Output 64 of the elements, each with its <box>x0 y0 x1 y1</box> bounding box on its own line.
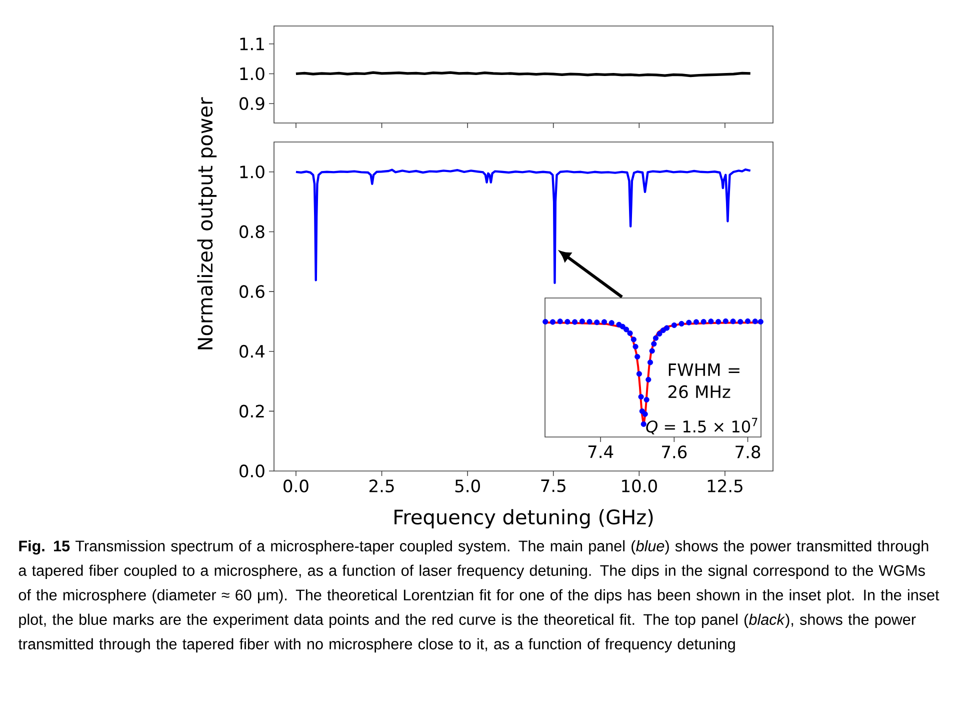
point <box>752 318 758 324</box>
point <box>627 330 633 336</box>
point <box>594 320 600 326</box>
point <box>716 318 722 325</box>
point <box>651 341 657 347</box>
point <box>640 421 646 427</box>
x-tick-label: 10.0 <box>622 480 657 492</box>
point <box>693 319 700 325</box>
point <box>647 360 654 366</box>
x-tick-label: 7.4 <box>588 446 614 458</box>
y-tick-label: 1.0 <box>240 165 264 178</box>
x-tick-label: 7.6 <box>662 446 687 458</box>
point <box>608 320 614 326</box>
point <box>649 348 655 354</box>
point <box>542 318 548 325</box>
x-tick-label: 12.5 <box>708 480 742 492</box>
point <box>686 320 692 326</box>
point <box>664 325 670 331</box>
point <box>758 318 764 325</box>
point <box>636 371 642 377</box>
y-tick-label: 1.0 <box>240 67 264 80</box>
y-tick-label: 1.1 <box>240 38 264 50</box>
y-tick-label: 0.6 <box>240 285 264 298</box>
x-tick-label: 7.8 <box>736 446 760 458</box>
point <box>738 318 744 325</box>
point <box>564 318 570 325</box>
point <box>678 320 684 327</box>
annotation: FWHM = 26 MHz <box>668 364 740 398</box>
point <box>630 336 636 342</box>
point <box>722 318 728 324</box>
y-tick-label: 0.8 <box>240 225 264 238</box>
point <box>656 330 662 337</box>
point <box>642 411 648 417</box>
point <box>586 318 592 325</box>
point <box>744 318 751 324</box>
x-tick-label: 7.5 <box>541 480 566 492</box>
line-series <box>294 168 752 284</box>
point <box>579 318 585 324</box>
point <box>646 376 652 382</box>
point <box>557 318 563 324</box>
point <box>671 322 677 328</box>
y-tick-label: 0.2 <box>240 404 264 418</box>
point <box>708 318 714 324</box>
y-tick-label: 0.9 <box>240 97 264 110</box>
y-tick-label: 0.0 <box>240 464 264 478</box>
x-tick-label: 5.0 <box>455 480 480 492</box>
point <box>572 319 578 325</box>
point <box>730 318 736 324</box>
y-axis-title: Normalized output power <box>197 97 217 350</box>
x-tick-label: 0.0 <box>284 480 308 492</box>
annotation: Q = 1.5 × 10$^{7}$ <box>646 418 758 434</box>
y-tick-label: 0.4 <box>240 344 265 358</box>
x-tick-label: 2.5 <box>369 480 394 492</box>
point <box>601 319 608 325</box>
point <box>652 335 659 341</box>
point <box>700 318 706 325</box>
point <box>550 319 556 325</box>
point <box>634 354 640 360</box>
point <box>638 394 644 400</box>
text: Fig. 15 Transmission spectrum of a microsphere-taper coupled system. The main panel (blue) shows the power transmitted through a tapered fiber coupled to a microsphere, as a function of laser frequency detuning. The dips in the signal correspond to the WGMs of the microsphere (diameter ≈ 60 μm). The theoretical Lorentzian fit for one of the dips has been shown in the inset plot. In the inset plot, the blue marks are the experiment data points and the red curve is the theoretical fit. The top panel (black), shows the power transmitted through the tapered fiber with no microsphere close to it, as a function of frequency detuning <box>18 540 940 652</box>
x-axis-title: Frequency detuning (GHz) <box>394 509 653 528</box>
point <box>644 396 650 402</box>
point <box>624 326 630 332</box>
point <box>632 344 638 350</box>
